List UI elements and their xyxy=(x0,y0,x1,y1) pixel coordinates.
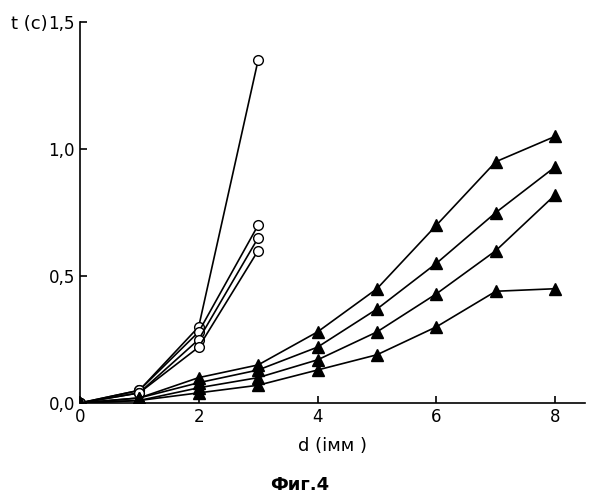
Text: Фиг.4: Фиг.4 xyxy=(271,476,329,494)
X-axis label: d (імм ): d (імм ) xyxy=(298,437,367,455)
Y-axis label: t (с): t (с) xyxy=(11,16,47,34)
